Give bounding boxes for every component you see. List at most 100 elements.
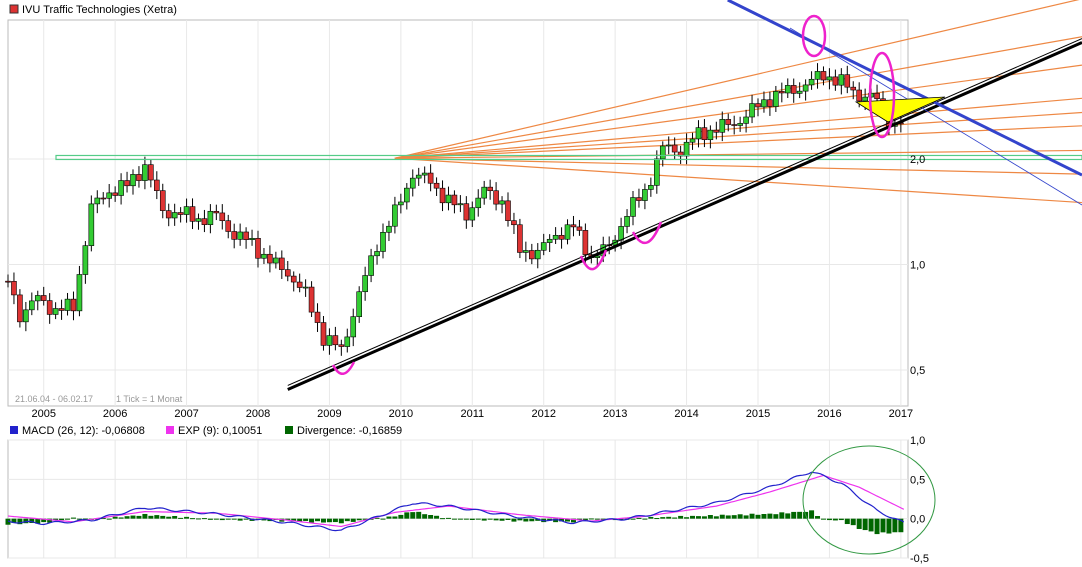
candle-body bbox=[582, 230, 589, 255]
divergence-bar bbox=[731, 515, 737, 519]
divergence-bar bbox=[856, 518, 862, 529]
divergence-bar bbox=[35, 518, 41, 524]
divergence-bar bbox=[82, 518, 88, 520]
candle-body bbox=[737, 123, 743, 126]
candle-body bbox=[40, 295, 47, 301]
macd-y-tick-label: 1,0 bbox=[910, 435, 925, 447]
divergence-bar bbox=[767, 513, 773, 519]
divergence-bar bbox=[5, 518, 11, 525]
candle-body bbox=[58, 308, 65, 311]
candle-body bbox=[451, 194, 458, 206]
candle-body bbox=[630, 197, 636, 217]
x-tick-label: 2005 bbox=[31, 408, 55, 420]
divergence-legend-swatch bbox=[285, 426, 293, 434]
candle-body bbox=[749, 103, 755, 118]
candle-body bbox=[773, 91, 779, 107]
candle-body bbox=[808, 78, 815, 86]
candle-body bbox=[796, 90, 803, 94]
candle-body bbox=[713, 129, 720, 133]
divergence-bar bbox=[559, 518, 565, 522]
divergence-bar bbox=[529, 518, 535, 522]
divergence-bar bbox=[499, 518, 505, 521]
divergence-bar bbox=[475, 518, 481, 520]
candle-body bbox=[374, 251, 380, 257]
divergence-bar bbox=[65, 518, 71, 520]
divergence-bar bbox=[862, 518, 868, 531]
divergence-bar bbox=[190, 518, 196, 520]
candle-body bbox=[445, 194, 452, 204]
candle-body bbox=[183, 206, 190, 215]
divergence-bar bbox=[874, 518, 880, 535]
fan-line bbox=[394, 149, 1082, 159]
divergence-bar bbox=[380, 518, 386, 520]
candle-body bbox=[731, 124, 737, 126]
divergence-bar bbox=[285, 518, 291, 521]
divergence-bar bbox=[868, 518, 874, 532]
candle-body bbox=[29, 300, 35, 311]
divergence-bar bbox=[618, 518, 624, 520]
candle-body bbox=[314, 311, 321, 323]
candle-body bbox=[439, 187, 446, 204]
candle-body bbox=[302, 286, 309, 289]
divergence-bar bbox=[225, 518, 231, 520]
divergence-bar bbox=[112, 516, 118, 519]
x-tick-label: 2009 bbox=[317, 408, 341, 420]
candle-body bbox=[523, 250, 529, 253]
divergence-bar bbox=[350, 518, 356, 522]
divergence-bar bbox=[630, 518, 636, 520]
divergence-bar bbox=[124, 516, 130, 519]
divergence-bar bbox=[315, 518, 321, 522]
divergence-bar bbox=[207, 518, 213, 520]
divergence-bar bbox=[576, 518, 582, 521]
divergence-bar bbox=[386, 516, 392, 519]
candle-body bbox=[529, 250, 535, 260]
fan-line bbox=[394, 157, 1082, 204]
candle-body bbox=[23, 309, 29, 323]
divergence-bar bbox=[654, 518, 660, 520]
candle-body bbox=[177, 212, 184, 215]
candle-body bbox=[784, 85, 791, 94]
candle-body bbox=[654, 158, 660, 186]
x-tick-label: 2014 bbox=[674, 408, 698, 420]
candle-body bbox=[338, 344, 345, 347]
candle-body bbox=[850, 86, 857, 91]
divergence-bar bbox=[261, 518, 267, 521]
tick-info: 1 Tick = 1 Monat bbox=[116, 394, 183, 404]
divergence-bar bbox=[701, 516, 707, 519]
divergence-bar bbox=[291, 518, 297, 522]
candle-body bbox=[64, 298, 71, 311]
divergence-bar bbox=[898, 518, 904, 533]
channel-line bbox=[727, 0, 1082, 177]
candle-body bbox=[511, 220, 517, 226]
candle-body bbox=[421, 172, 428, 176]
divergence-bar bbox=[791, 511, 797, 519]
divergence-bar bbox=[660, 517, 666, 519]
divergence-bar bbox=[178, 517, 184, 519]
divergence-bar bbox=[695, 516, 701, 519]
divergence-bar bbox=[713, 516, 719, 519]
divergence-bar bbox=[94, 518, 100, 520]
candle-body bbox=[171, 212, 178, 219]
candle-body bbox=[380, 231, 386, 252]
divergence-bar bbox=[743, 515, 749, 519]
divergence-bar bbox=[493, 518, 499, 521]
channel-line-lower bbox=[789, 27, 1082, 206]
candle-body bbox=[142, 164, 148, 181]
title-color-box bbox=[9, 4, 19, 14]
candle-body bbox=[106, 192, 112, 199]
divergence-bar bbox=[815, 516, 821, 519]
divergence-bar bbox=[100, 518, 106, 520]
divergence-bar bbox=[297, 518, 303, 522]
divergence-bar bbox=[136, 515, 142, 519]
candle-body bbox=[195, 218, 202, 222]
trend-line bbox=[287, 41, 1082, 391]
candle-body bbox=[225, 220, 232, 232]
candle-body bbox=[844, 74, 851, 88]
candle-body bbox=[624, 216, 630, 227]
candle-body bbox=[273, 257, 279, 264]
candle-body bbox=[427, 172, 434, 184]
candle-body bbox=[838, 74, 845, 86]
candle-body bbox=[707, 129, 714, 141]
divergence-bar bbox=[457, 518, 463, 520]
divergence-bar bbox=[761, 514, 767, 519]
